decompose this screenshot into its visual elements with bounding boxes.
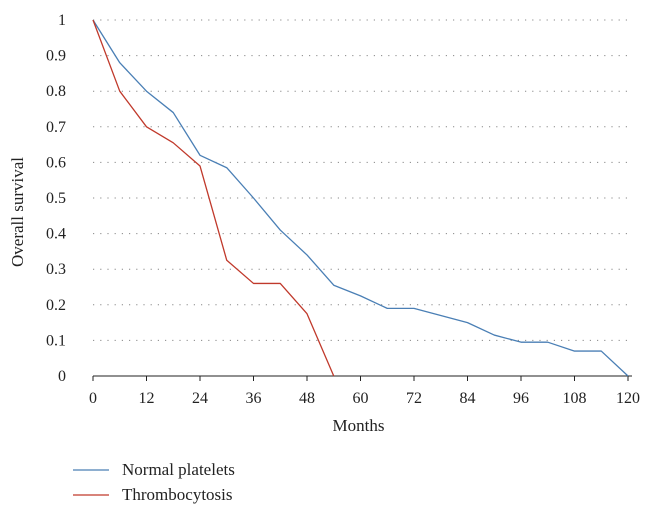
y-tick-label: 1 xyxy=(58,12,66,29)
y-tick-label: 0.4 xyxy=(46,226,66,243)
x-tick-label: 24 xyxy=(192,390,208,407)
legend-label-thrombocytosis: Thrombocytosis xyxy=(122,485,233,504)
x-tick-label: 84 xyxy=(460,390,476,407)
y-tick-label: 0.7 xyxy=(46,119,66,136)
series-lines xyxy=(92,19,629,377)
x-tick-label: 108 xyxy=(563,390,587,407)
x-tick-label: 120 xyxy=(616,390,640,407)
y-tick-label: 0.6 xyxy=(46,154,66,171)
legend-label-normal-platelets: Normal platelets xyxy=(122,460,235,479)
y-tick-label: 0.5 xyxy=(46,190,66,207)
series-line-thrombocytosis xyxy=(92,19,335,377)
y-tick-label: 0.1 xyxy=(46,332,66,349)
y-tick-label: 0.3 xyxy=(46,261,66,278)
x-tick-label: 60 xyxy=(353,390,369,407)
grid-lines xyxy=(93,19,628,341)
y-tick-label: 0.9 xyxy=(46,48,66,65)
x-tick-label: 0 xyxy=(89,390,97,407)
y-tick-label: 0 xyxy=(58,368,66,385)
x-axis-ticks: 0 12 24 36 48 60 72 84 96 108 120 xyxy=(89,376,640,407)
x-axis-title: Months xyxy=(333,416,385,435)
y-axis-title: Overall survival xyxy=(8,157,27,267)
legend: Normal platelets Thrombocytosis xyxy=(73,460,235,504)
y-tick-label: 0.8 xyxy=(46,83,66,100)
x-tick-label: 36 xyxy=(246,390,262,407)
x-tick-label: 72 xyxy=(406,390,422,407)
x-tick-label: 96 xyxy=(513,390,529,407)
x-tick-label: 48 xyxy=(299,390,315,407)
y-axis-ticks: 0 0.1 0.2 0.3 0.4 0.5 0.6 0.7 0.8 0.9 1 xyxy=(46,12,66,385)
y-tick-label: 0.2 xyxy=(46,297,66,314)
x-tick-label: 12 xyxy=(139,390,155,407)
series-line-normal-platelets xyxy=(92,19,629,377)
